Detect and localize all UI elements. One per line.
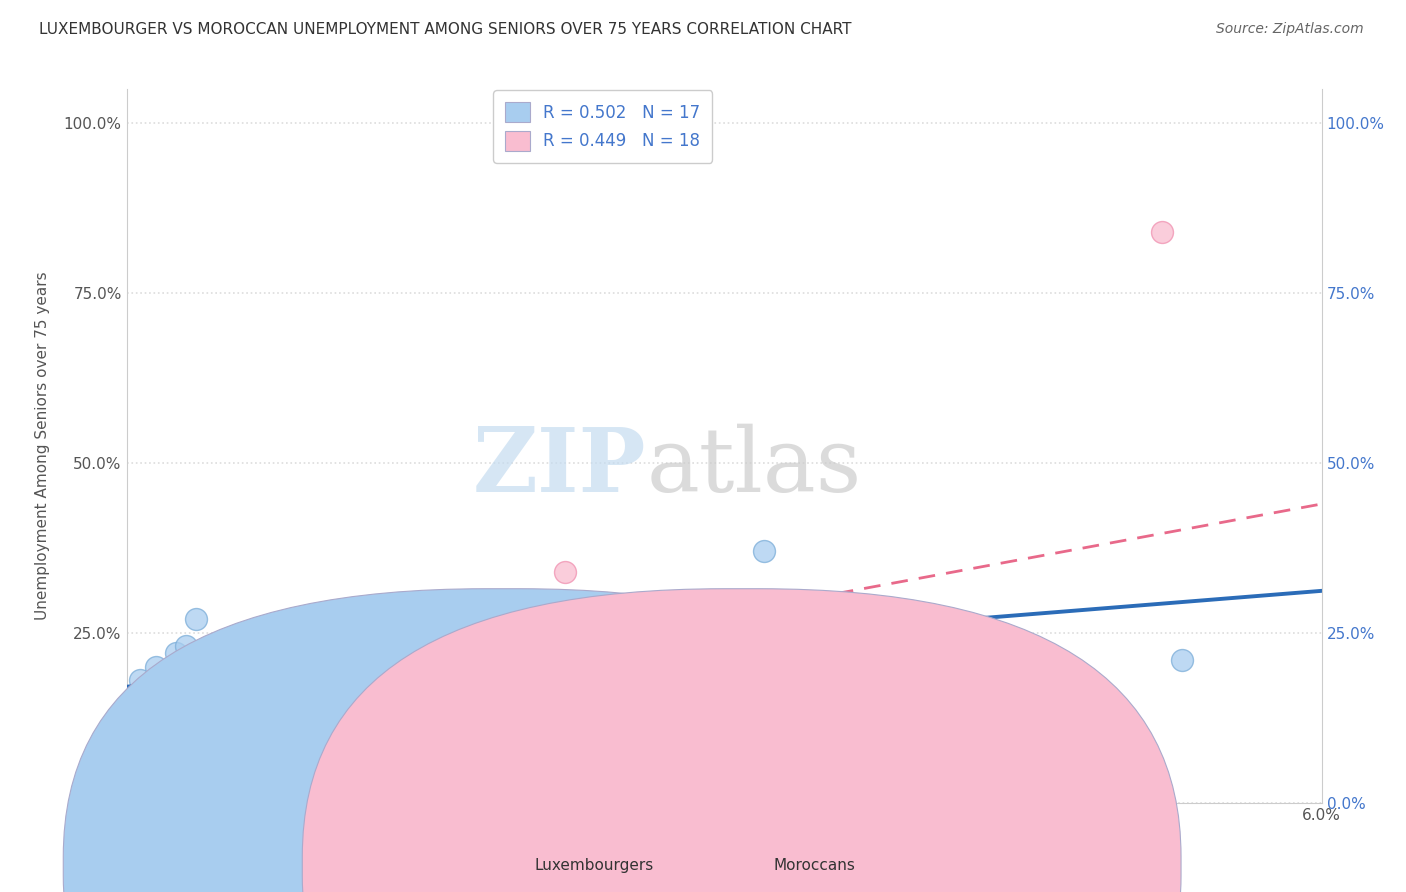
Point [149, 680, 172, 694]
Point [165, 673, 187, 688]
Point [155, 707, 177, 722]
Point [155, 687, 177, 701]
Point [125, 755, 148, 769]
Point [145, 660, 167, 674]
Point [145, 694, 167, 708]
Text: Moroccans: Moroccans [773, 858, 855, 872]
Point [129, 673, 152, 688]
Text: Luxembourgers: Luxembourgers [534, 858, 654, 872]
Point [135, 680, 157, 694]
Point [121, 775, 143, 789]
Point [752, 544, 775, 558]
Point [139, 728, 162, 742]
Text: atlas: atlas [647, 424, 862, 511]
Legend: R = 0.502   N = 17, R = 0.449   N = 18: R = 0.502 N = 17, R = 0.449 N = 18 [494, 90, 713, 162]
Point [1071, 748, 1094, 763]
Point [121, 769, 143, 783]
Point [125, 694, 148, 708]
Point [1152, 225, 1174, 239]
Point [1171, 653, 1194, 667]
Point [174, 640, 197, 654]
Point [135, 714, 157, 729]
Point [673, 728, 696, 742]
Text: Source: ZipAtlas.com: Source: ZipAtlas.com [1216, 22, 1364, 37]
Point [195, 646, 218, 660]
Point [195, 666, 218, 681]
Point [554, 565, 576, 579]
Point [165, 646, 187, 660]
Point [852, 707, 875, 722]
Text: LUXEMBOURGER VS MOROCCAN UNEMPLOYMENT AMONG SENIORS OVER 75 YEARS CORRELATION CH: LUXEMBOURGER VS MOROCCAN UNEMPLOYMENT AM… [39, 22, 852, 37]
Point [186, 612, 208, 626]
Point [155, 700, 177, 714]
Point [174, 687, 197, 701]
Y-axis label: Unemployment Among Seniors over 75 years: Unemployment Among Seniors over 75 years [35, 272, 49, 620]
Point [174, 660, 197, 674]
Point [155, 680, 177, 694]
Point [195, 694, 218, 708]
Point [174, 660, 197, 674]
Point [129, 741, 152, 756]
Point [141, 714, 163, 729]
Text: ZIP: ZIP [472, 424, 647, 511]
Point [135, 700, 157, 714]
